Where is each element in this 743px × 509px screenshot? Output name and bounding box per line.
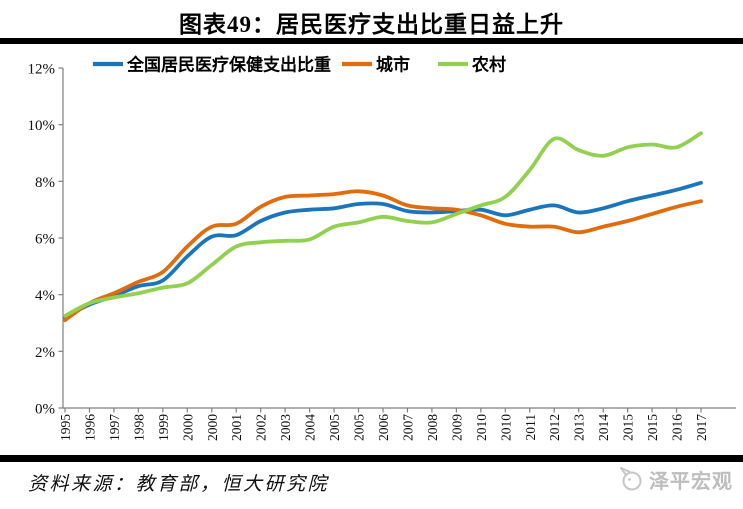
x-tick-label: 2000: [180, 414, 195, 441]
x-tick-label: 2016: [670, 414, 685, 441]
axes: [62, 68, 736, 409]
legend-item-rural: 农村: [438, 55, 506, 75]
x-tick-label: 2001: [229, 414, 244, 441]
bottom-divider: [0, 455, 743, 462]
legend-label-national: 全国居民医疗保健支出比重: [126, 55, 331, 75]
x-tick-label: 2003: [278, 414, 293, 441]
y-tick-label: 8%: [35, 175, 55, 191]
x-tick-label: 2014: [596, 414, 611, 441]
x-axis-ticks: 1995 1996 1997 1998 1999 2000 2000 2001 2002 2003…: [58, 408, 709, 441]
y-tick-label: 2%: [35, 345, 55, 361]
y-tick-label: 0%: [35, 402, 55, 418]
x-tick-label: 2006: [376, 414, 391, 441]
x-tick-label: 2007: [400, 414, 415, 441]
x-tick-label: 2013: [572, 414, 587, 441]
y-tick-label: 6%: [35, 232, 55, 248]
y-axis-ticks: 0% 2% 4% 6% 8% 10% 12%: [28, 62, 63, 418]
series-line-national: [63, 180, 703, 320]
x-tick-label: 1997: [107, 414, 122, 441]
x-tick-label: 2015: [621, 414, 636, 441]
top-divider: [0, 38, 743, 44]
legend-label-urban: 城市: [376, 55, 410, 75]
x-tick-label: 2010: [474, 414, 489, 441]
x-tick-label: 2005: [352, 414, 367, 441]
x-tick-label: 1996: [82, 414, 97, 441]
x-tick-label: 2012: [547, 414, 562, 441]
y-tick-label: 4%: [35, 288, 55, 304]
x-tick-label: 2004: [303, 414, 318, 441]
x-tick-label: 2008: [425, 414, 440, 441]
x-tick-label: 2010: [498, 414, 513, 441]
y-tick-label: 10%: [28, 118, 56, 134]
x-tick-label: 2002: [254, 414, 269, 441]
legend-label-rural: 农村: [471, 55, 506, 75]
legend-item-national: 全国居民医疗保健支出比重: [93, 55, 331, 75]
x-tick-label: 2011: [523, 414, 538, 441]
x-tick-label: 2015: [645, 414, 660, 441]
y-tick-label: 12%: [28, 62, 56, 78]
x-tick-label: 1999: [156, 414, 171, 441]
x-tick-label: 2000: [205, 414, 220, 441]
legend-item-urban: 城市: [342, 55, 410, 75]
x-tick-label: 2017: [694, 414, 709, 441]
series-line-rural: [63, 131, 703, 318]
brand-logo-icon: [620, 467, 642, 491]
series-line-urban: [63, 189, 703, 323]
brand-name: 泽平宏观: [649, 471, 733, 493]
chart-legend: 全国居民医疗保健支出比重 城市 农村: [93, 55, 506, 75]
x-tick-label: 1998: [131, 414, 146, 441]
brand-watermark: 泽平宏观: [615, 465, 733, 494]
x-tick-label: 1995: [58, 414, 73, 441]
chart-title: 图表49：居民医疗支出比重日益上升: [179, 12, 564, 37]
source-note: 资料来源：教育部，恒大研究院: [28, 474, 330, 495]
x-tick-label: 2005: [327, 414, 342, 441]
x-tick-label: 2009: [449, 414, 464, 441]
